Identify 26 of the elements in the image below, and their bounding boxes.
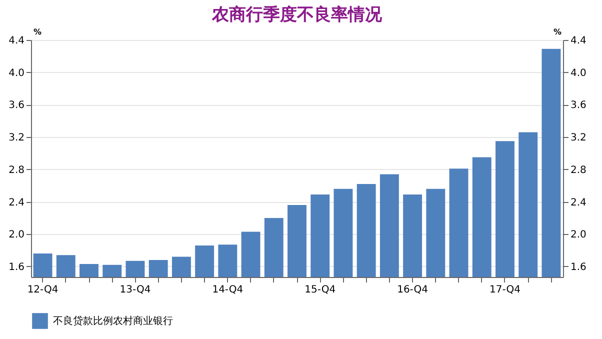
y-tick-label: 4.4 <box>8 36 24 46</box>
x-tick-label: 14-Q4 <box>212 284 244 296</box>
y-tick-label: 3.6 <box>8 100 24 112</box>
y-axis-title: % <box>34 28 42 36</box>
chart-title: 农商行季度不良率情况 <box>211 5 383 25</box>
y-tick-label: 3.2 <box>8 132 24 144</box>
x-tick-label: 17-Q4 <box>490 284 520 296</box>
y2-tick-label: 4.0 <box>570 68 586 79</box>
legend-label: 不良贷款比例农村商业银行 <box>53 315 173 327</box>
x-tick-label: 15-Q4 <box>304 284 336 296</box>
y2-tick-label: 1.6 <box>570 262 586 273</box>
x-tick-label: 16-Q4 <box>397 284 428 296</box>
y-tick-label: 1.6 <box>8 262 24 273</box>
y2-tick-label: 3.6 <box>570 100 586 112</box>
x-tick-label: 12-Q4 <box>27 284 58 296</box>
y2-tick-label: 4.4 <box>570 36 586 46</box>
y-tick-label: 2.8 <box>8 164 24 176</box>
x-tick-label: 13-Q4 <box>120 284 151 296</box>
y2-tick-label: 2.8 <box>570 164 586 176</box>
y2-tick-label: 2.0 <box>570 230 586 241</box>
y-tick-label: 4.0 <box>8 68 24 79</box>
y-tick-label: 2.4 <box>8 197 24 208</box>
y-tick-label: 2.0 <box>8 230 24 241</box>
y2-axis-title: % <box>553 28 562 36</box>
y2-tick-label: 3.2 <box>570 132 586 144</box>
y2-tick-label: 2.4 <box>570 197 586 208</box>
